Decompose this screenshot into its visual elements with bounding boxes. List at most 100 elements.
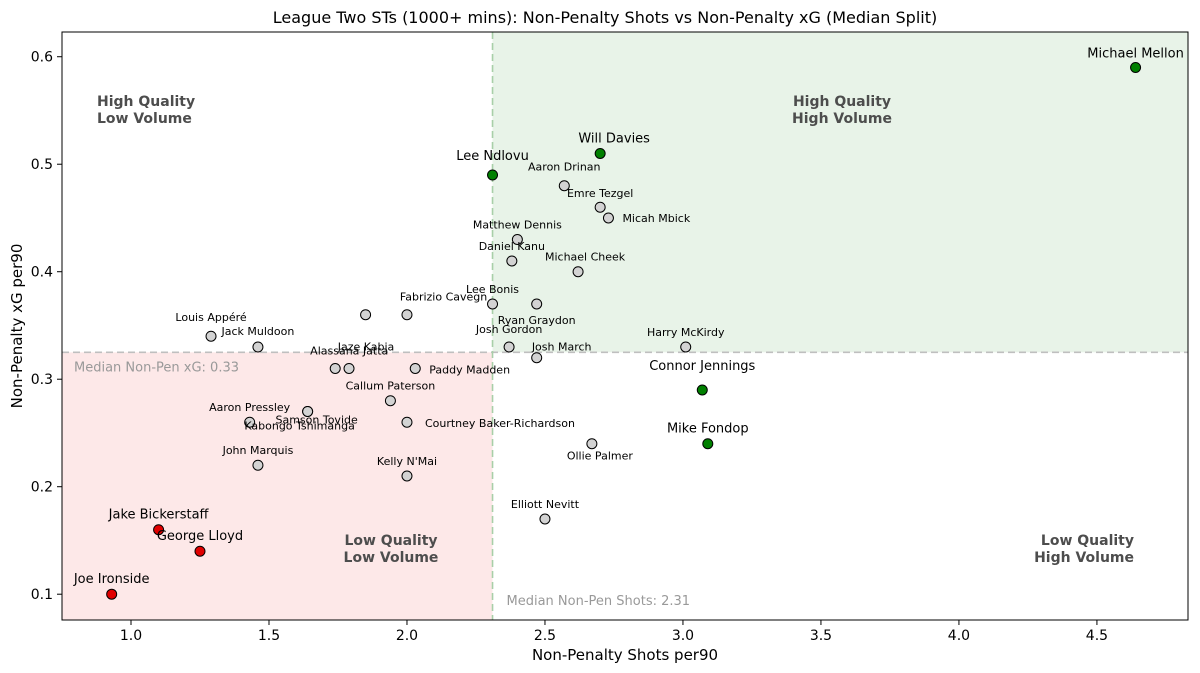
point-label: Connor Jennings — [649, 359, 755, 374]
point-alassana-jatta — [329, 362, 341, 374]
y-tick-label: 0.2 — [31, 480, 53, 496]
top-right-quadrant-fill — [492, 32, 1188, 353]
point-label: Aaron Pressley — [209, 401, 291, 414]
point-harry-mckirdy — [680, 341, 692, 353]
point-label: Samson Tovide — [275, 413, 357, 426]
point-joe-ironside — [106, 588, 118, 600]
point-mike-fondop — [702, 438, 714, 450]
point-label: Daniel Kanu — [479, 240, 545, 253]
data-points — [106, 61, 1142, 600]
point-label: Ryan Graydon — [498, 314, 576, 327]
x-tick-label: 1.0 — [120, 628, 142, 644]
point-label: Michael Cheek — [545, 251, 626, 264]
x-tick-label: 2.5 — [534, 628, 556, 644]
point-label: Josh March — [531, 341, 592, 354]
point-label: Aaron Drinan — [528, 161, 601, 174]
point-label: George Lloyd — [157, 529, 243, 544]
chart-title: League Two STs (1000+ mins): Non-Penalty… — [273, 8, 937, 27]
point-ollie-palmer — [586, 438, 598, 450]
point-aaron-pressley — [244, 416, 256, 428]
point-label: Micah Mbick — [622, 212, 690, 225]
point-josh-gordon — [503, 341, 515, 353]
point-elliott-nevitt — [539, 513, 551, 525]
quadrant-label-top-left: High Quality Low Volume — [97, 94, 195, 127]
point-jack-muldoon — [252, 341, 264, 353]
point-louis-app-r- — [205, 330, 217, 342]
x-tick-label: 4.0 — [948, 628, 970, 644]
x-tick-label: 4.5 — [1086, 628, 1108, 644]
point-michael-cheek — [572, 266, 584, 278]
point-fabrizio-cavegn — [360, 309, 372, 321]
point-label: John Marquis — [222, 444, 294, 457]
x-tick-label: 3.5 — [810, 628, 832, 644]
median-lines: Median Non-Pen xG: 0.33 Median Non-Pen Sh… — [62, 32, 1188, 620]
median-x-label: Median Non-Pen Shots: 2.31 — [507, 594, 691, 609]
x-tick-label: 1.5 — [258, 628, 280, 644]
point-lee-ndlovu — [487, 169, 499, 181]
point-label: Jaze Kabia — [337, 340, 395, 353]
x-tick-label: 3.0 — [672, 628, 694, 644]
y-tick-label: 0.4 — [31, 265, 53, 281]
point-george-lloyd — [194, 545, 206, 557]
point-label: Josh Gordon — [475, 323, 542, 336]
median-y-label: Median Non-Pen xG: 0.33 — [74, 360, 239, 375]
point-connor-jennings — [696, 384, 708, 396]
point-unlabeled — [401, 309, 413, 321]
point-label: Lee Bonis — [466, 283, 519, 296]
point-jake-bickerstaff — [153, 524, 165, 536]
point-aaron-drinan — [558, 180, 570, 192]
x-tick-label: 2.0 — [396, 628, 418, 644]
bottom-left-quadrant-fill — [62, 352, 493, 620]
point-label: Lee Ndlovu — [456, 149, 529, 164]
point-label: Will Davies — [578, 131, 650, 146]
point-label: Paddy Madden — [429, 363, 510, 376]
point-label: Fabrizio Cavegn — [400, 291, 487, 304]
point-micah-mbick — [602, 212, 614, 224]
point-label: Kelly N'Mai — [377, 455, 437, 468]
point-label: Ollie Palmer — [567, 450, 634, 463]
point-kelly-n-mai — [401, 470, 413, 482]
point-label: Elliott Nevitt — [511, 498, 580, 511]
point-label: Kabongo Tshimanga — [244, 419, 354, 432]
point-label: Callum Paterson — [346, 380, 436, 393]
x-axis-label: Non-Penalty Shots per90 — [532, 646, 718, 664]
y-tick-label: 0.1 — [31, 587, 53, 603]
point-label: Matthew Dennis — [473, 218, 562, 231]
quadrant-label-bottom-left: Low Quality Low Volume — [344, 533, 439, 566]
quadrant-label-top-right: High Quality High Volume — [792, 94, 892, 127]
plot-frame — [61, 31, 1189, 621]
quadrant-labels: High Quality Low Volume High Quality High V… — [97, 94, 1134, 566]
point-label: Courtney Baker-Richardson — [425, 417, 575, 430]
point-josh-march — [531, 352, 543, 364]
point-jaze-kabia — [343, 362, 355, 374]
point-matthew-dennis — [511, 233, 523, 245]
point-label: Emre Tezgel — [567, 187, 633, 200]
point-samson-tovide — [302, 405, 314, 417]
point-label: Harry McKirdy — [647, 326, 725, 339]
point-ryan-graydon — [531, 298, 543, 310]
point-label: Michael Mellon — [1087, 46, 1184, 61]
point-label: Joe Ironside — [73, 572, 150, 587]
y-tick-label: 0.6 — [31, 50, 53, 66]
point-daniel-kanu — [506, 255, 518, 267]
point-emre-tezgel — [594, 201, 606, 213]
point-label: Jake Bickerstaff — [108, 508, 210, 523]
point-callum-paterson — [384, 395, 396, 407]
point-john-marquis — [252, 459, 264, 471]
point-label: Louis Appéré — [175, 311, 246, 324]
axes: 1.0 1.5 2.0 2.5 3.0 3.5 4.0 4.5 0.1 0.2 0.3 0.4 0.5 0… — [31, 50, 1108, 644]
point-label: Alassana Jatta — [310, 344, 388, 357]
point-label: Jack Muldoon — [221, 325, 295, 338]
quadrant-label-bottom-right: Low Quality High Volume — [1034, 533, 1134, 566]
point-lee-bonis — [487, 298, 499, 310]
y-tick-label: 0.5 — [31, 157, 53, 173]
y-axis-label: Non-Penalty xG per90 — [8, 244, 26, 409]
point-michael-mellon — [1130, 61, 1142, 73]
point-courtney-baker-richardson — [401, 416, 413, 428]
point-labels: Michael Mellon Will Davies Lee Ndlovu Conno… — [73, 46, 1184, 587]
point-will-davies — [594, 147, 606, 159]
quadrant-backgrounds — [62, 32, 1188, 620]
point-label: Mike Fondop — [667, 422, 749, 437]
point-paddy-madden — [409, 362, 421, 374]
